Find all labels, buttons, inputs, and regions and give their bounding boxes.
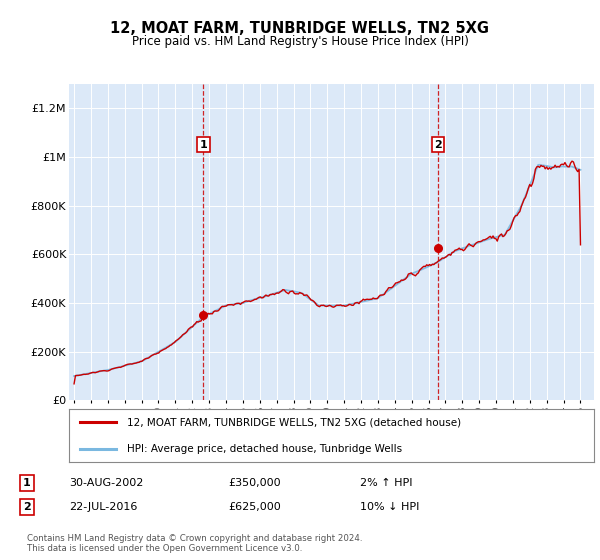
Text: 2: 2 (23, 502, 31, 512)
Text: Price paid vs. HM Land Registry's House Price Index (HPI): Price paid vs. HM Land Registry's House … (131, 35, 469, 48)
Text: £350,000: £350,000 (228, 478, 281, 488)
Text: 2: 2 (434, 140, 442, 150)
Text: 12, MOAT FARM, TUNBRIDGE WELLS, TN2 5XG (detached house): 12, MOAT FARM, TUNBRIDGE WELLS, TN2 5XG … (127, 417, 461, 427)
Text: £625,000: £625,000 (228, 502, 281, 512)
Text: 30-AUG-2002: 30-AUG-2002 (69, 478, 143, 488)
Text: 22-JUL-2016: 22-JUL-2016 (69, 502, 137, 512)
Text: Contains HM Land Registry data © Crown copyright and database right 2024.
This d: Contains HM Land Registry data © Crown c… (27, 534, 362, 553)
Text: 12, MOAT FARM, TUNBRIDGE WELLS, TN2 5XG: 12, MOAT FARM, TUNBRIDGE WELLS, TN2 5XG (110, 21, 490, 36)
Text: HPI: Average price, detached house, Tunbridge Wells: HPI: Average price, detached house, Tunb… (127, 444, 402, 454)
Text: 1: 1 (199, 140, 207, 150)
Text: 10% ↓ HPI: 10% ↓ HPI (360, 502, 419, 512)
Text: 1: 1 (23, 478, 31, 488)
Text: 2% ↑ HPI: 2% ↑ HPI (360, 478, 413, 488)
